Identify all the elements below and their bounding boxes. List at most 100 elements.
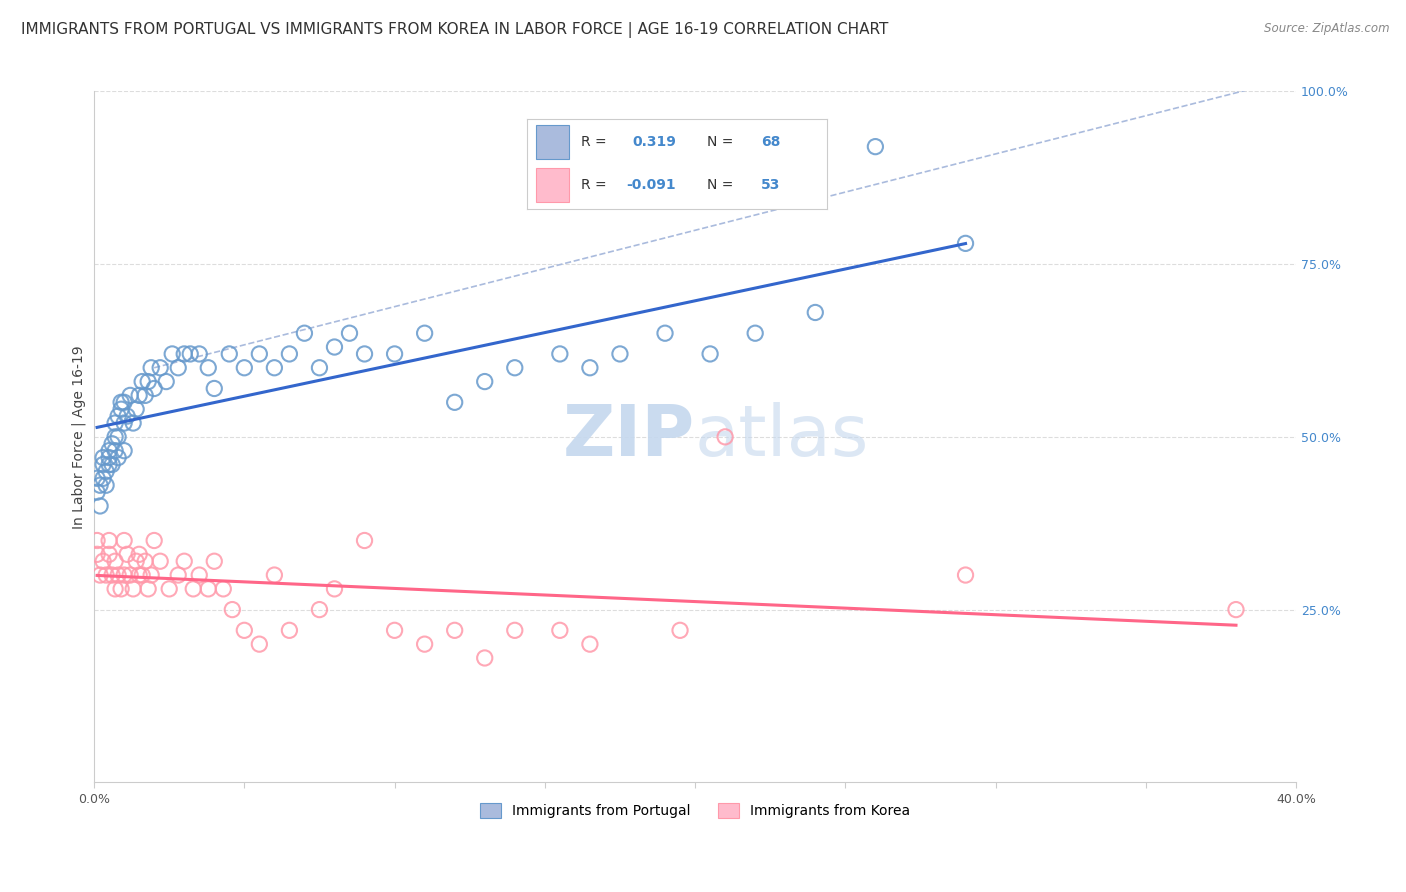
Point xyxy=(143,533,166,548)
Point xyxy=(94,464,117,478)
Point xyxy=(131,375,153,389)
Legend: Immigrants from Portugal, Immigrants from Korea: Immigrants from Portugal, Immigrants fro… xyxy=(474,797,915,824)
Point xyxy=(339,326,361,341)
Point xyxy=(143,382,166,396)
Point xyxy=(278,624,301,638)
Point xyxy=(474,651,496,665)
Point xyxy=(101,568,124,582)
Point xyxy=(188,568,211,582)
Point xyxy=(160,347,183,361)
Point xyxy=(202,554,225,568)
Point xyxy=(107,409,129,424)
Point xyxy=(218,347,240,361)
Point xyxy=(197,582,219,596)
Point xyxy=(89,568,111,582)
Point xyxy=(104,430,127,444)
Point xyxy=(263,360,285,375)
Point xyxy=(308,602,330,616)
Point xyxy=(308,360,330,375)
Point xyxy=(134,554,156,568)
Point xyxy=(86,547,108,561)
Point xyxy=(101,436,124,450)
Text: atlas: atlas xyxy=(695,402,869,471)
Point xyxy=(128,568,150,582)
Point xyxy=(197,360,219,375)
Point xyxy=(107,568,129,582)
Point xyxy=(98,443,121,458)
Point xyxy=(157,582,180,596)
Point xyxy=(353,347,375,361)
Point xyxy=(233,624,256,638)
Point xyxy=(131,568,153,582)
Point xyxy=(136,582,159,596)
Point xyxy=(699,347,721,361)
Point xyxy=(149,360,172,375)
Point xyxy=(107,430,129,444)
Point xyxy=(104,582,127,596)
Point xyxy=(384,347,406,361)
Point xyxy=(112,533,135,548)
Point xyxy=(141,360,163,375)
Point xyxy=(112,443,135,458)
Point xyxy=(804,305,827,319)
Point xyxy=(104,443,127,458)
Point xyxy=(654,326,676,341)
Point xyxy=(98,458,121,472)
Point xyxy=(744,326,766,341)
Point xyxy=(955,236,977,251)
Point xyxy=(91,450,114,465)
Point xyxy=(353,533,375,548)
Point xyxy=(110,582,132,596)
Point xyxy=(120,568,142,582)
Point xyxy=(247,347,270,361)
Point xyxy=(294,326,316,341)
Point xyxy=(202,382,225,396)
Point xyxy=(221,602,243,616)
Point xyxy=(98,547,121,561)
Point xyxy=(443,624,465,638)
Point xyxy=(110,395,132,409)
Point xyxy=(128,547,150,561)
Point xyxy=(548,347,571,361)
Point xyxy=(122,582,145,596)
Point xyxy=(323,582,346,596)
Point xyxy=(107,450,129,465)
Point xyxy=(173,554,195,568)
Point xyxy=(91,471,114,485)
Point xyxy=(955,568,977,582)
Point xyxy=(548,624,571,638)
Point xyxy=(125,402,148,417)
Point xyxy=(110,402,132,417)
Point xyxy=(609,347,631,361)
Point xyxy=(181,582,204,596)
Point xyxy=(173,347,195,361)
Point xyxy=(128,388,150,402)
Point xyxy=(115,547,138,561)
Point xyxy=(98,533,121,548)
Point xyxy=(278,347,301,361)
Point xyxy=(89,499,111,513)
Point xyxy=(141,568,163,582)
Point xyxy=(188,347,211,361)
Point xyxy=(167,360,190,375)
Point xyxy=(89,478,111,492)
Point xyxy=(263,568,285,582)
Text: Source: ZipAtlas.com: Source: ZipAtlas.com xyxy=(1264,22,1389,36)
Point xyxy=(86,485,108,500)
Point xyxy=(149,554,172,568)
Point xyxy=(503,360,526,375)
Point xyxy=(104,416,127,430)
Point xyxy=(503,624,526,638)
Text: ZIP: ZIP xyxy=(562,402,695,471)
Point xyxy=(669,624,692,638)
Point xyxy=(98,450,121,465)
Point xyxy=(443,395,465,409)
Point xyxy=(112,568,135,582)
Point xyxy=(112,416,135,430)
Point xyxy=(86,533,108,548)
Point xyxy=(579,360,602,375)
Point xyxy=(104,554,127,568)
Point xyxy=(212,582,235,596)
Point xyxy=(91,458,114,472)
Point xyxy=(247,637,270,651)
